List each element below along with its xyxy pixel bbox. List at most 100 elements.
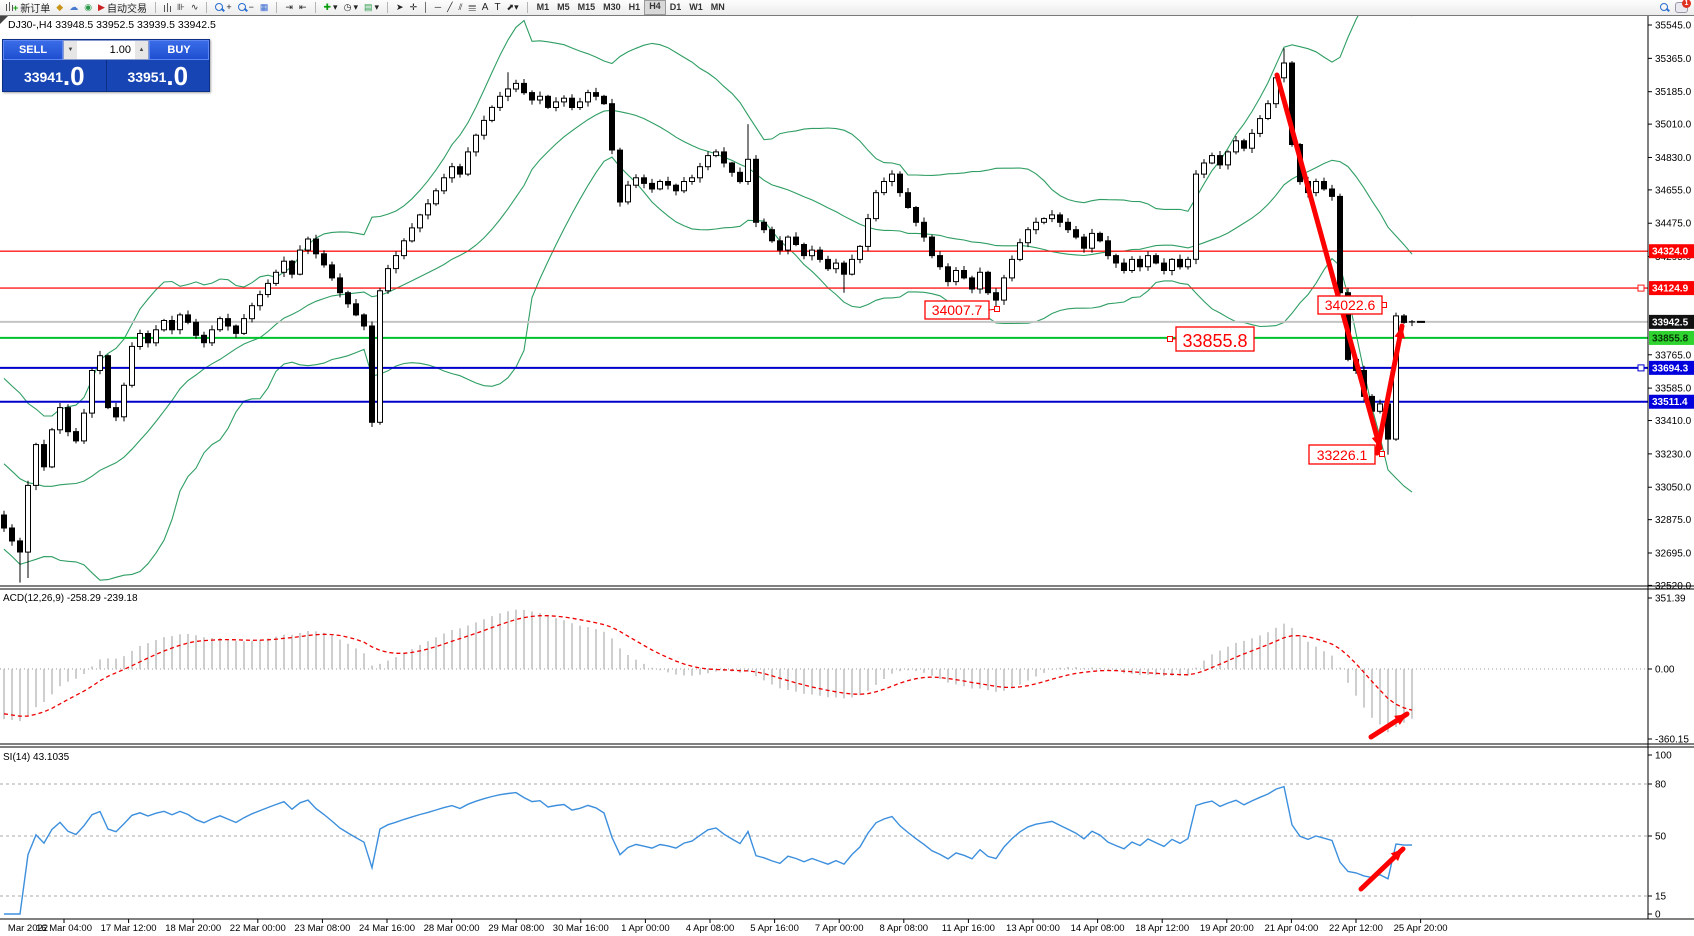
- price-tick-label: 35545.0: [1655, 21, 1692, 32]
- ask-price: 33951.0: [127, 61, 189, 91]
- chart-shift-icon[interactable]: ⇤: [298, 2, 307, 12]
- templates-button[interactable]: ▤ ▾: [363, 2, 380, 12]
- price-tick-label: 35010.0: [1655, 120, 1692, 131]
- rsi-axis-label: 100: [1655, 751, 1672, 762]
- timeframe-group: M1 M5 M15 M30 H1 H4 D1 W1 MN: [530, 0, 732, 15]
- line-chart-icon[interactable]: ∿: [190, 2, 199, 12]
- macd-axis-label: 0.00: [1655, 665, 1675, 676]
- timeframe-MN[interactable]: MN: [710, 2, 725, 12]
- price-callout: 34007.7: [932, 302, 983, 318]
- time-label: 19 Apr 20:00: [1200, 923, 1254, 934]
- rsi-pane: [0, 783, 1648, 915]
- time-label: 24 Mar 16:00: [359, 923, 415, 934]
- time-label: 8 Apr 08:00: [879, 923, 928, 934]
- volume-up-button[interactable]: ▲: [135, 41, 148, 59]
- shapes-dropdown[interactable]: ⬈▾: [506, 2, 519, 12]
- axis-price-label: 34124.9: [1652, 284, 1689, 295]
- price-tick-label: 34475.0: [1655, 219, 1692, 230]
- rsi-axis-label: 0: [1655, 910, 1661, 921]
- price-callout: 34022.6: [1325, 297, 1376, 313]
- cursor-tool[interactable]: ➤: [396, 2, 404, 12]
- text-tool[interactable]: A: [481, 2, 489, 13]
- macd-axis-label: 351.39: [1655, 594, 1686, 605]
- annotation-arrows: [1274, 72, 1410, 892]
- time-label: 17 Mar 12:00: [101, 923, 157, 934]
- signals-icon[interactable]: ◉: [84, 2, 93, 12]
- time-label: 22 Apr 12:00: [1329, 923, 1383, 934]
- chat-badge: 1: [1682, 0, 1691, 8]
- navigator-icon[interactable]: ☁: [69, 2, 79, 12]
- timeframe-H4[interactable]: H4: [644, 0, 666, 15]
- panel-collapse-triangle: [0, 15, 9, 24]
- horizontal-line-tool[interactable]: ─: [434, 2, 442, 12]
- indicators-button[interactable]: ✚ ▾: [323, 2, 338, 12]
- fibonacci-tool[interactable]: 𝄙: [468, 2, 476, 12]
- sell-button[interactable]: SELL: [3, 40, 63, 60]
- autotrading-button[interactable]: ▶ 自动交易: [95, 1, 150, 16]
- axis-price-label: 33855.8: [1652, 333, 1689, 344]
- timeframe-W1[interactable]: W1: [689, 2, 703, 12]
- price-callout: 33226.1: [1317, 447, 1368, 463]
- zoom-out-icon[interactable]: −: [235, 1, 257, 15]
- search-icon[interactable]: [1657, 1, 1672, 15]
- trend-arrow: [1374, 323, 1405, 456]
- crosshair-tool[interactable]: ✛: [409, 2, 418, 12]
- buy-button[interactable]: BUY: [149, 40, 209, 60]
- bid-price: 33941.0: [3, 60, 107, 91]
- timeframe-D1[interactable]: D1: [669, 2, 682, 12]
- time-label: 25 Apr 20:00: [1394, 923, 1448, 934]
- time-label: 23 Mar 08:00: [294, 923, 350, 934]
- zoom-in-icon[interactable]: +: [212, 1, 234, 15]
- price-tick-label: 32875.0: [1655, 515, 1692, 526]
- candles-layer: [1, 48, 1425, 583]
- timeframe-M15[interactable]: M15: [577, 2, 596, 12]
- trendline-tool[interactable]: ╱: [447, 2, 453, 12]
- time-label: 5 Apr 16:00: [750, 923, 799, 934]
- line-handle: [1637, 364, 1645, 372]
- price-axis: 35545.0 35365.0 35185.0 35010.0 34830.0 34655…: [1647, 15, 1694, 936]
- price-tick-label: 33585.0: [1655, 384, 1692, 395]
- main-toolbar: + 新订单 ◆ ☁ ◉ ▶ 自动交易 ⊪ ∿ + − ▦ ⇥ ⇤: [0, 0, 1694, 16]
- new-order-icon: +: [6, 2, 18, 13]
- new-order-button[interactable]: + 新订单: [3, 1, 53, 15]
- price-callout: 33855.8: [1182, 331, 1247, 351]
- time-label: 7 Apr 00:00: [815, 923, 864, 934]
- timeframe-H1[interactable]: H1: [628, 2, 641, 12]
- periods-button[interactable]: ◷ ▾: [343, 2, 358, 12]
- vertical-line-tool[interactable]: │: [423, 2, 429, 12]
- timeframe-M30[interactable]: M30: [603, 2, 621, 12]
- chat-icon[interactable]: 1: [1672, 0, 1691, 15]
- tile-windows-icon[interactable]: ▦: [259, 2, 269, 12]
- time-label: 1 Apr 00:00: [621, 923, 670, 934]
- macd-pane: [0, 609, 1648, 733]
- volume-value[interactable]: 1.00: [109, 44, 131, 56]
- time-label: 30 Mar 16:00: [553, 923, 609, 934]
- macd-axis-label: -360.15: [1655, 735, 1689, 746]
- rsi-line: [4, 785, 1413, 915]
- time-label: 16 Mar 04:00: [36, 923, 92, 934]
- axis-price-label: 33511.4: [1652, 397, 1688, 408]
- price-tick-label: 32695.0: [1655, 548, 1692, 559]
- volume-down-button[interactable]: ▼: [64, 41, 77, 59]
- candlestick-chart-icon[interactable]: ⊪: [176, 2, 185, 12]
- timeframe-M1[interactable]: M1: [536, 2, 550, 12]
- bar-chart-icon[interactable]: [161, 1, 174, 15]
- channel-tool[interactable]: ⫽: [458, 2, 463, 12]
- macd-signal-line: [3, 615, 1413, 717]
- market-watch-icon[interactable]: ◆: [56, 2, 64, 12]
- trend-arrow: [1274, 72, 1383, 451]
- time-label: 11 Apr 16:00: [942, 923, 995, 934]
- axis-price-label: 33694.3: [1652, 363, 1689, 374]
- label-tool[interactable]: T: [494, 2, 501, 13]
- price-tick-label: 33050.0: [1655, 483, 1692, 494]
- timeframe-M5[interactable]: M5: [557, 2, 570, 12]
- time-label: Mar 2022: [8, 923, 48, 934]
- price-tick-label: 34830.0: [1655, 153, 1692, 164]
- auto-scroll-icon[interactable]: ⇥: [285, 2, 293, 12]
- axis-price-label: 33942.5: [1652, 317, 1689, 328]
- time-label: 28 Mar 00:00: [424, 923, 480, 934]
- price-tick-label: 35365.0: [1655, 54, 1692, 65]
